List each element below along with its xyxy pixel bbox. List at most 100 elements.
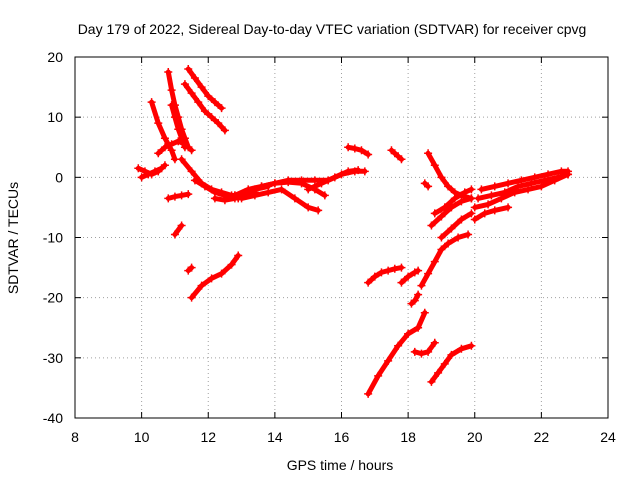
- data-point: [490, 206, 499, 215]
- series-arc-2: [137, 164, 166, 182]
- x-tick-label: 18: [400, 429, 416, 445]
- data-point: [417, 349, 426, 358]
- y-axis-label: SDTVAR / TECUs: [5, 182, 21, 294]
- data-point: [470, 203, 479, 212]
- data-point: [414, 266, 423, 275]
- data-point: [540, 176, 549, 185]
- data-point: [527, 179, 536, 188]
- data-point: [544, 170, 553, 179]
- data-point: [460, 188, 469, 197]
- series-arc-8: [184, 65, 226, 113]
- x-tick-label: 14: [267, 429, 283, 445]
- data-point: [447, 224, 456, 233]
- data-point: [410, 347, 419, 356]
- data-point: [180, 143, 189, 152]
- data-point: [490, 182, 499, 191]
- series-arc-27: [417, 230, 473, 290]
- data-point: [424, 269, 433, 278]
- data-point: [344, 167, 353, 176]
- data-point: [227, 260, 236, 269]
- data-point: [524, 185, 533, 194]
- data-point: [467, 209, 476, 218]
- data-point: [304, 185, 313, 194]
- data-point: [174, 125, 183, 134]
- x-tick-label: 20: [467, 429, 483, 445]
- data-point: [234, 251, 243, 260]
- data-point: [414, 323, 423, 332]
- data-point: [147, 98, 156, 107]
- series-arc-7: [180, 80, 229, 135]
- series-arc-17: [237, 185, 323, 215]
- data-point: [444, 182, 453, 191]
- data-point: [430, 209, 439, 218]
- data-point: [487, 191, 496, 200]
- data-point: [504, 179, 513, 188]
- data-point: [317, 179, 326, 188]
- data-point: [170, 230, 179, 239]
- data-point: [420, 308, 429, 317]
- data-point: [424, 182, 433, 191]
- data-point: [444, 239, 453, 248]
- data-point: [244, 185, 253, 194]
- data-point: [374, 371, 383, 380]
- data-point: [330, 173, 339, 182]
- data-point: [304, 203, 313, 212]
- series-arc-3: [147, 98, 179, 164]
- series-line: [189, 253, 241, 301]
- series-line: [412, 340, 438, 357]
- data-point: [297, 179, 306, 188]
- data-point: [454, 233, 463, 242]
- data-point: [204, 92, 213, 101]
- data-point: [467, 341, 476, 350]
- data-point: [217, 104, 226, 113]
- data-point: [210, 98, 219, 107]
- data-point: [320, 191, 329, 200]
- data-point: [197, 281, 206, 290]
- data-point: [230, 191, 239, 200]
- y-tick-label: -40: [43, 410, 63, 426]
- data-point: [427, 221, 436, 230]
- series-arc-26: [410, 338, 439, 358]
- series-arc-23: [364, 308, 429, 398]
- data-point: [377, 268, 386, 277]
- data-point: [437, 212, 446, 221]
- series-arc-33: [420, 179, 433, 191]
- data-point: [270, 179, 279, 188]
- data-point: [200, 182, 209, 191]
- data-point: [167, 86, 176, 95]
- series-arc-18: [257, 178, 329, 200]
- x-tick-label: 22: [534, 429, 550, 445]
- data-point: [497, 194, 506, 203]
- data-point: [514, 182, 523, 191]
- data-point: [467, 185, 476, 194]
- data-point: [184, 190, 193, 199]
- data-point: [314, 206, 323, 215]
- data-point: [237, 194, 246, 203]
- data-point: [537, 182, 546, 191]
- data-point: [474, 194, 483, 203]
- series-line: [472, 171, 571, 210]
- data-series: [134, 65, 573, 398]
- data-point: [187, 263, 196, 272]
- data-point: [430, 338, 439, 347]
- series-line: [418, 232, 471, 289]
- data-point: [430, 161, 439, 170]
- data-point: [167, 101, 176, 110]
- data-point: [564, 167, 573, 176]
- data-point: [364, 278, 373, 287]
- series-arc-20: [344, 143, 373, 159]
- x-tick-label: 12: [200, 429, 216, 445]
- data-point: [134, 164, 143, 173]
- data-point: [424, 149, 433, 158]
- y-tick-label: -30: [43, 350, 63, 366]
- data-point: [410, 296, 419, 305]
- series-arc-32: [437, 209, 476, 242]
- series-line: [172, 223, 185, 237]
- data-point: [397, 278, 406, 287]
- data-point: [440, 359, 449, 368]
- data-point: [457, 344, 466, 353]
- series-line: [438, 210, 474, 240]
- data-point: [457, 197, 466, 206]
- data-point: [450, 194, 459, 203]
